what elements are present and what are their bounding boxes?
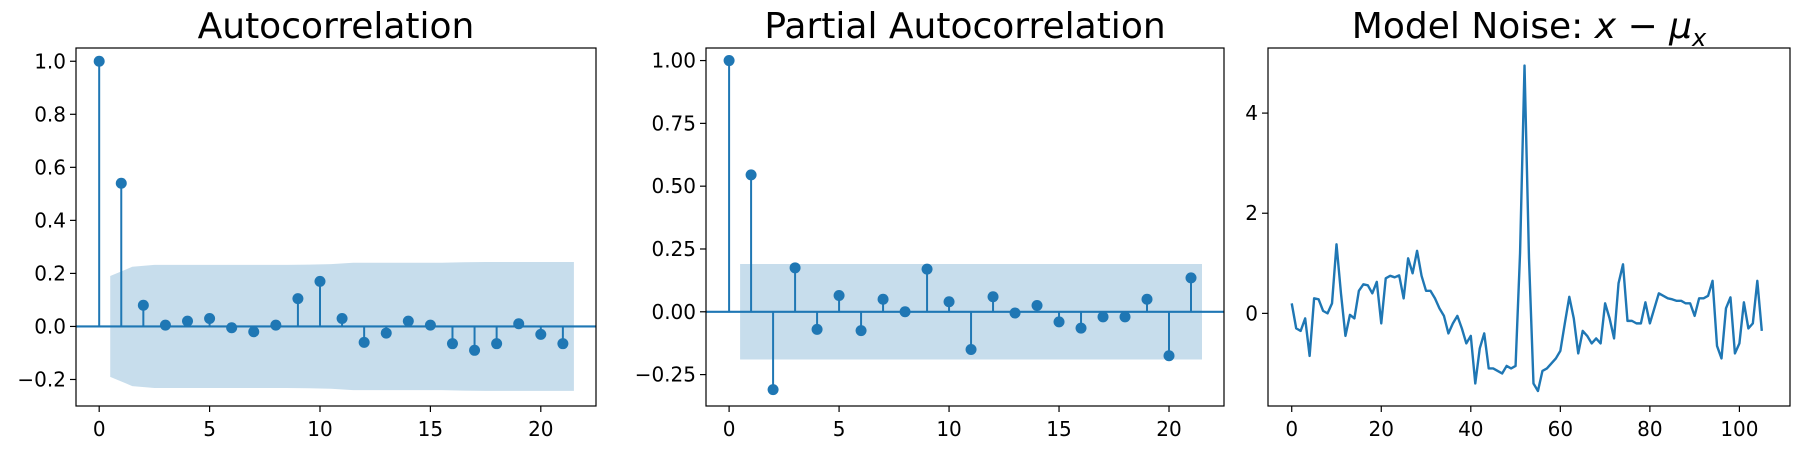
stem-marker <box>789 262 801 274</box>
y-tick-label: 0.6 <box>34 155 66 179</box>
stem-marker <box>1009 307 1021 319</box>
x-tick-label: 20 <box>1156 417 1181 441</box>
y-tick-label: 1.00 <box>651 49 696 73</box>
stem-marker <box>965 343 977 355</box>
plot-area <box>76 55 596 391</box>
stem-marker <box>336 312 348 324</box>
stem-marker <box>226 322 238 334</box>
stem-marker <box>833 289 845 301</box>
noise-panel: Model Noise: x − μx 0 20 40 60 80 100 0 2 4 <box>1245 6 1791 441</box>
x-tick-label: 0 <box>723 417 736 441</box>
stem-marker <box>1163 350 1175 362</box>
x-tick-label: 40 <box>1458 417 1483 441</box>
y-tick-label: 4 <box>1245 101 1258 125</box>
x-tick-label: 20 <box>528 417 553 441</box>
stem-marker <box>248 326 260 338</box>
stem-marker <box>1119 311 1131 323</box>
stem-marker <box>314 275 326 287</box>
stem-marker <box>723 55 735 67</box>
axes-frame <box>705 47 1225 407</box>
x-tick-label: 10 <box>307 417 332 441</box>
y-tick-label: 0.25 <box>651 237 696 261</box>
y-tick-label: 0.2 <box>34 261 66 285</box>
stem-marker <box>424 319 436 331</box>
stem-marker <box>402 315 414 327</box>
stem-marker <box>204 312 216 324</box>
stem-marker <box>535 328 547 340</box>
stem-marker <box>93 55 105 67</box>
y-tick-label: 0.4 <box>34 208 66 232</box>
x-tick-label: 5 <box>833 417 846 441</box>
stem-marker <box>1185 272 1197 284</box>
stem-marker <box>943 296 955 308</box>
y-tick-label: 1.0 <box>34 49 66 73</box>
x-tick-label: 15 <box>418 417 443 441</box>
y-tick-label: 0.50 <box>651 174 696 198</box>
x-tick-label: 5 <box>203 417 216 441</box>
stem-marker <box>877 293 889 305</box>
x-tick-label: 100 <box>1720 417 1758 441</box>
noise-title-subscript: x <box>1691 24 1707 52</box>
stem-marker <box>1141 293 1153 305</box>
stem-marker <box>557 338 569 350</box>
stem-marker <box>358 336 370 348</box>
x-tick-label: 10 <box>936 417 961 441</box>
y-tick-label: 2 <box>1245 201 1258 225</box>
stem-marker <box>380 327 392 339</box>
stem-marker <box>292 293 304 305</box>
acf-title: Autocorrelation <box>198 6 475 47</box>
stem-marker <box>182 315 194 327</box>
pacf-panel: Partial Autocorrelation 0 5 10 15 20 −0.25 0.0… <box>635 6 1225 441</box>
y-tick-label: 0.00 <box>651 300 696 324</box>
x-tick-label: 15 <box>1046 417 1071 441</box>
y-tick-label: 0.75 <box>651 111 696 135</box>
acf-panel: Autocorrelation 0 5 10 15 20 −0.2 0.0 0.2 0.4 0.6… <box>17 6 597 441</box>
pacf-title: Partial Autocorrelation <box>764 6 1165 47</box>
stem-marker <box>767 384 779 396</box>
noise-title: Model Noise: x − μx <box>1352 6 1707 52</box>
stem-marker <box>469 344 481 356</box>
stem-marker <box>811 323 823 335</box>
y-tick-label: 0.0 <box>34 314 66 338</box>
stem-marker <box>491 338 503 350</box>
stem-marker <box>1053 316 1065 328</box>
y-tick-label: 0 <box>1245 301 1258 325</box>
noise-series-line <box>1290 64 1763 393</box>
axes-frame <box>75 47 597 407</box>
axes-frame <box>1267 47 1791 407</box>
y-tick-label: −0.2 <box>17 367 66 391</box>
stem-marker <box>987 291 999 303</box>
x-tick-label: 80 <box>1637 417 1662 441</box>
stem-marker <box>745 169 757 181</box>
plot-area <box>706 55 1224 396</box>
plot-area <box>1290 64 1763 393</box>
x-tick-label: 60 <box>1548 417 1573 441</box>
stem-marker <box>921 263 933 275</box>
stem-marker <box>137 299 149 311</box>
noise-title-math: x − μ <box>1594 6 1692 47</box>
x-tick-label: 20 <box>1369 417 1394 441</box>
stem-marker <box>899 306 911 318</box>
x-tick-label: 0 <box>93 417 106 441</box>
stem-marker <box>513 318 525 330</box>
stem-marker <box>115 177 127 189</box>
noise-title-prefix: Model Noise: <box>1352 6 1595 47</box>
x-tick-label: 0 <box>1285 417 1298 441</box>
stem-marker <box>446 338 458 350</box>
stem-marker <box>1031 300 1043 312</box>
y-tick-label: 0.8 <box>34 102 66 126</box>
stem-marker <box>270 319 282 331</box>
stem-marker <box>1097 311 1109 323</box>
y-tick-label: −0.25 <box>635 363 696 387</box>
stem-marker <box>1075 322 1087 334</box>
stem-marker <box>159 319 171 331</box>
stem-marker <box>855 325 867 337</box>
